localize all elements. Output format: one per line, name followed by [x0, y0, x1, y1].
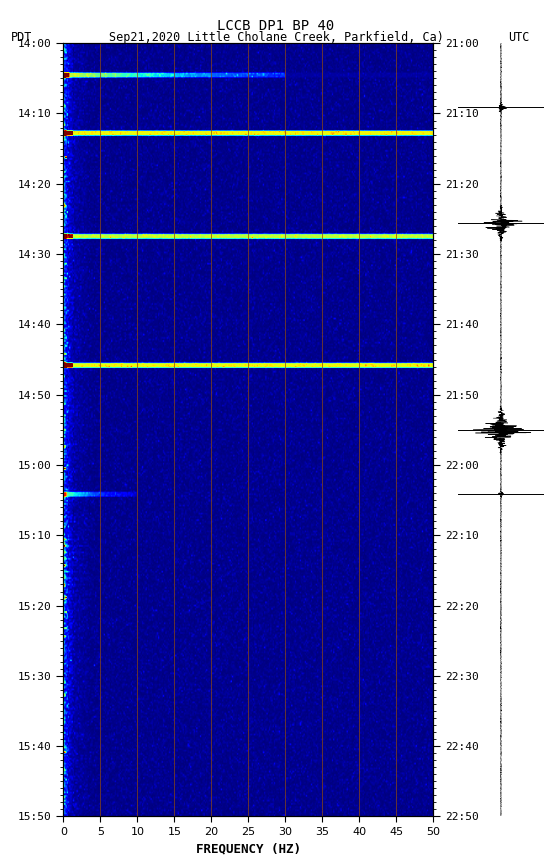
X-axis label: FREQUENCY (HZ): FREQUENCY (HZ) — [196, 842, 301, 855]
Text: PDT: PDT — [11, 31, 33, 44]
Text: UTC: UTC — [508, 31, 530, 44]
Text: LCCB DP1 BP 40: LCCB DP1 BP 40 — [217, 19, 335, 33]
Text: Sep21,2020 Little Cholane Creek, Parkfield, Ca): Sep21,2020 Little Cholane Creek, Parkfie… — [109, 31, 443, 44]
